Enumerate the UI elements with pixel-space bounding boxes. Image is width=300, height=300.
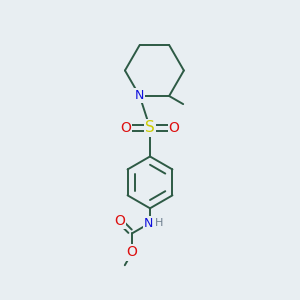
Text: O: O: [120, 121, 131, 135]
Text: S: S: [145, 120, 155, 135]
Text: O: O: [169, 121, 180, 135]
Text: N: N: [135, 89, 144, 103]
Text: O: O: [114, 214, 125, 228]
Text: O: O: [127, 245, 138, 260]
Text: N: N: [144, 217, 153, 230]
Text: H: H: [155, 218, 164, 228]
